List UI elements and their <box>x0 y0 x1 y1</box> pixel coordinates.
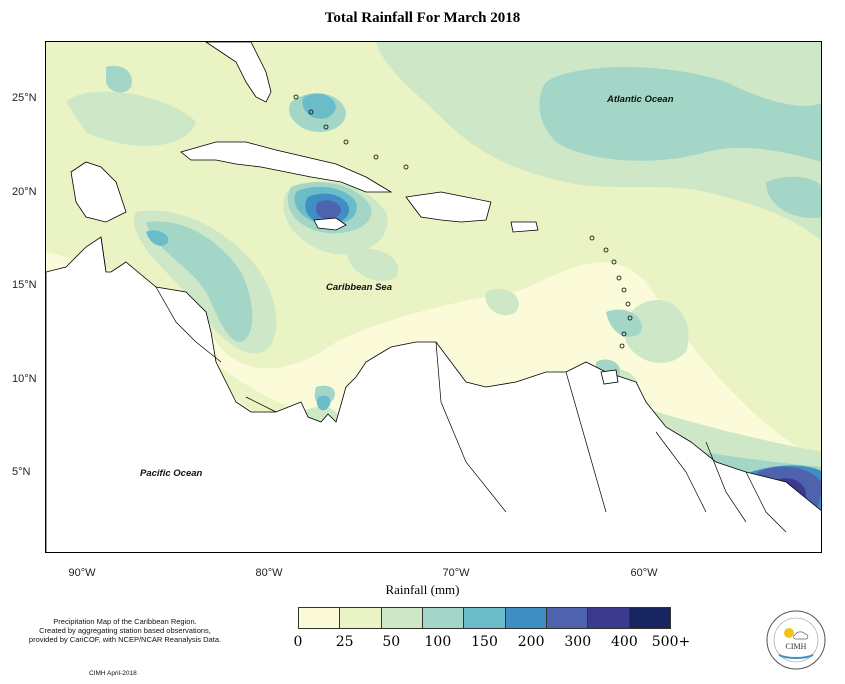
lat-label-25n: 25°N <box>12 92 37 104</box>
legend-tick-label: 300 <box>564 634 592 650</box>
legend-swatch <box>381 608 423 628</box>
legend-swatch <box>629 608 670 628</box>
lon-label-60w: 60°W <box>630 567 658 579</box>
legend-swatch <box>340 608 382 628</box>
legend-swatch <box>588 608 630 628</box>
legend-tick-label: 0 <box>293 634 303 650</box>
map-footnote: Precipitation Map of the Caribbean Regio… <box>10 617 240 644</box>
cloud-icon <box>793 631 809 640</box>
legend-tick-label: 50 <box>382 634 401 650</box>
legend-title: Rainfall (mm) <box>385 582 460 597</box>
legend-tick-label: 400 <box>611 634 638 650</box>
cimh-logo: CIMH <box>766 610 826 670</box>
lat-label-15n: 15°N <box>12 279 37 291</box>
legend-tick-label: 25 <box>335 634 354 650</box>
rainfall-legend-colorbar <box>298 607 671 629</box>
legend-swatch <box>505 608 547 628</box>
rainfall-legend-ticks: 0 25 50 100 150 200 300 400 500+ <box>0 634 845 654</box>
logo-text: CIMH <box>786 642 807 651</box>
legend-tick-label: 100 <box>424 634 452 650</box>
lat-label-10n: 10°N <box>12 373 37 385</box>
caribbean-sea-label: Caribbean Sea <box>326 282 392 293</box>
atlantic-ocean-label: Atlantic Ocean <box>607 94 674 105</box>
footnote-line-1: Precipitation Map of the Caribbean Regio… <box>53 617 197 626</box>
lon-label-90w: 90°W <box>68 567 96 579</box>
sun-icon <box>784 628 794 638</box>
legend-tick-label: 500+ <box>651 634 691 650</box>
legend-swatch <box>299 608 341 628</box>
lat-label-5n: 5°N <box>12 466 31 478</box>
legend-tick-label: 200 <box>517 634 545 650</box>
footnote-line-3: provided by CariCOF, with NCEP/NCAR Rean… <box>28 635 222 644</box>
footnote-line-2: Created by aggregating station based obs… <box>39 626 211 635</box>
lat-label-20n: 20°N <box>12 186 37 198</box>
rainfall-map <box>45 41 822 553</box>
map-title: Total Rainfall For March 2018 <box>324 10 521 26</box>
rainfall-map-canvas <box>46 42 821 552</box>
legend-tick-label: 150 <box>471 634 498 650</box>
legend-swatch <box>422 608 465 628</box>
legend-swatch <box>546 608 589 628</box>
lon-label-70w: 70°W <box>442 567 470 579</box>
legend-swatch <box>464 608 506 628</box>
credit-text: CIMH April-2018 <box>89 670 137 677</box>
pacific-ocean-label: Pacific Ocean <box>140 468 203 479</box>
lon-label-80w: 80°W <box>255 567 283 579</box>
